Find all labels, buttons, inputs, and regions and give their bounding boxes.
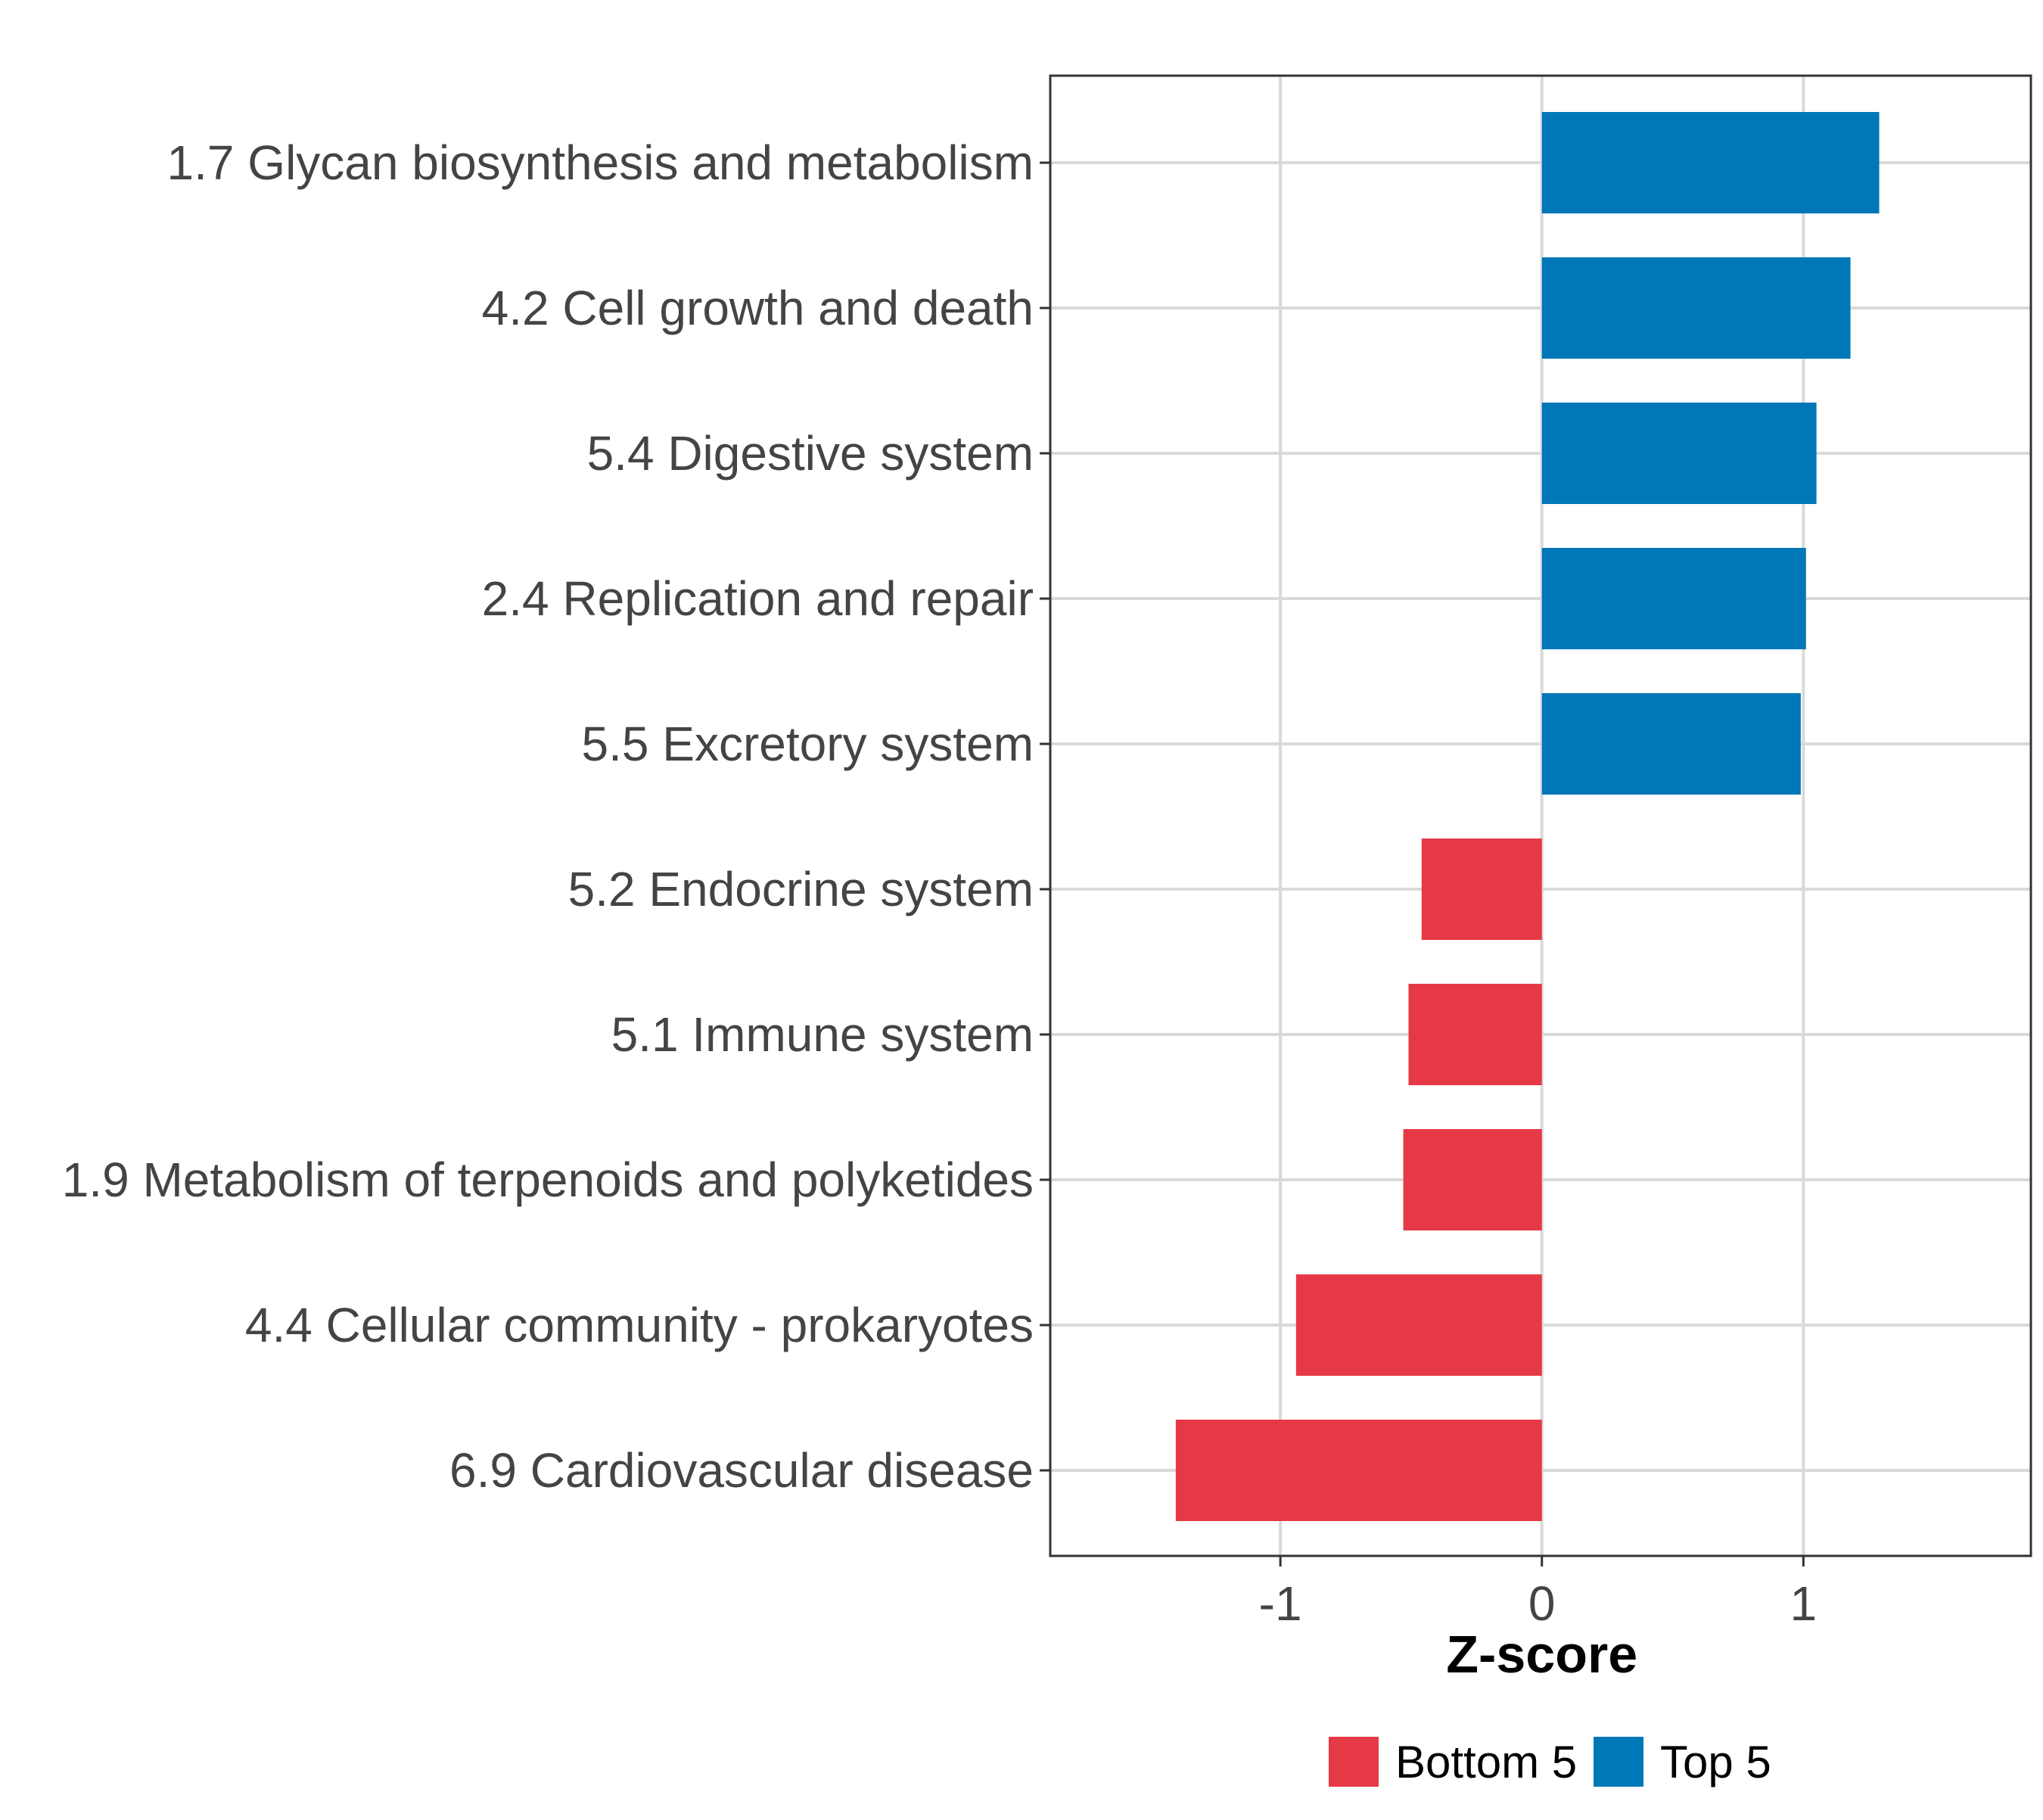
bar — [1541, 112, 1880, 213]
y-tick-label: 4.4 Cellular community - prokaryotes — [245, 1298, 1034, 1352]
x-tick-label: 1 — [1790, 1576, 1818, 1631]
legend-swatch — [1329, 1737, 1379, 1787]
y-tick-label: 5.1 Immune system — [611, 1007, 1034, 1062]
bar — [1421, 838, 1542, 940]
y-tick-label: 4.2 Cell growth and death — [482, 281, 1034, 335]
bar — [1403, 1129, 1542, 1230]
y-tick-label: 1.7 Glycan biosynthesis and metabolism — [167, 135, 1034, 190]
bar-layer — [1175, 112, 1880, 1521]
panel-border — [1049, 74, 2032, 1557]
bar — [1541, 548, 1806, 649]
x-axis-title: Z-score — [1446, 1625, 1637, 1684]
legend-swatch — [1594, 1737, 1643, 1787]
x-axis: -1 0 1 — [1259, 1556, 1817, 1631]
y-tick-label: 5.2 Endocrine system — [568, 862, 1034, 916]
y-tick-label: 1.9 Metabolism of terpenoids and polyket… — [62, 1153, 1034, 1207]
x-tick-label: -1 — [1259, 1576, 1302, 1631]
legend-label: Top 5 — [1660, 1737, 1771, 1787]
bar — [1541, 257, 1851, 359]
y-tick-label: 6.9 Cardiovascular disease — [449, 1443, 1034, 1498]
x-tick-label: 0 — [1528, 1576, 1556, 1631]
y-tick-label: 5.4 Digestive system — [587, 426, 1034, 481]
legend: Bottom 5 Top 5 — [1329, 1737, 1771, 1787]
bar — [1295, 1274, 1542, 1376]
bar — [1541, 693, 1801, 795]
legend-label: Bottom 5 — [1395, 1737, 1577, 1787]
y-tick-label: 5.5 Excretory system — [582, 717, 1034, 771]
y-tick-label: 2.4 Replication and repair — [482, 571, 1034, 626]
y-axis: 1.7 Glycan biosynthesis and metabolism 4.… — [62, 135, 1050, 1498]
bar — [1541, 403, 1817, 504]
bar — [1175, 1420, 1542, 1521]
bar — [1408, 984, 1542, 1085]
